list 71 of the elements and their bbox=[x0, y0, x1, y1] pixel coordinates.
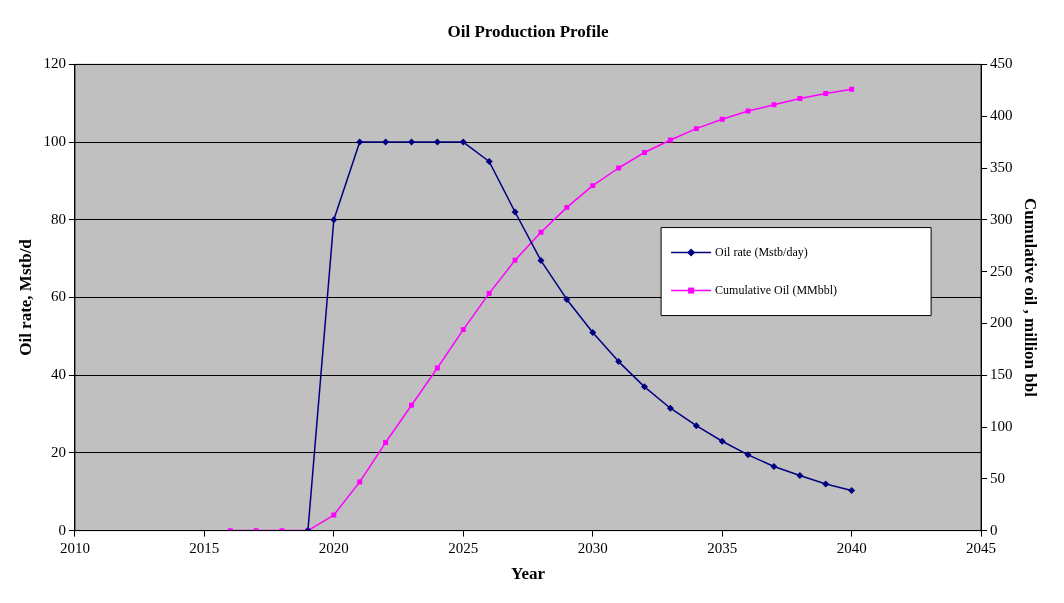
x-tick-label: 2030 bbox=[577, 539, 608, 556]
point bbox=[719, 116, 725, 122]
point bbox=[615, 358, 623, 366]
y2-tick-label: 400 bbox=[990, 107, 1013, 124]
point bbox=[407, 138, 415, 146]
y2-axis-title: Cumulative oil , million bbl bbox=[1021, 198, 1041, 398]
point bbox=[486, 290, 492, 296]
x-tick-label: 2045 bbox=[966, 539, 997, 556]
point bbox=[512, 257, 518, 263]
point bbox=[823, 90, 829, 96]
chart-title: Oil Production Profile bbox=[447, 21, 609, 41]
point bbox=[538, 229, 544, 235]
y-tick-label: 20 bbox=[50, 443, 66, 460]
point bbox=[460, 327, 466, 333]
point bbox=[693, 126, 699, 132]
y2-tick-label: 100 bbox=[990, 417, 1013, 434]
point bbox=[409, 402, 414, 408]
point bbox=[744, 451, 752, 459]
y2-tick-label: 50 bbox=[990, 469, 1006, 486]
point bbox=[667, 137, 673, 143]
y-tick-label: 40 bbox=[50, 366, 66, 383]
y-tick-label: 0 bbox=[58, 521, 66, 538]
point bbox=[433, 138, 441, 146]
legend-label: Oil rate (Mstb/day) bbox=[715, 244, 808, 259]
y2-tick-label: 450 bbox=[990, 55, 1013, 72]
point bbox=[434, 365, 440, 371]
point bbox=[797, 96, 803, 102]
point bbox=[511, 208, 519, 216]
point bbox=[822, 480, 830, 488]
point bbox=[770, 463, 778, 470]
point bbox=[357, 479, 363, 485]
y2-tick-label: 200 bbox=[990, 314, 1013, 331]
point bbox=[356, 138, 364, 146]
point bbox=[564, 204, 570, 210]
y-tick-label: 60 bbox=[50, 288, 66, 305]
y2-tick-label: 300 bbox=[990, 210, 1013, 227]
point bbox=[692, 422, 700, 430]
point bbox=[796, 471, 804, 479]
x-tick-label: 2025 bbox=[448, 539, 479, 556]
x-tick-label: 2040 bbox=[836, 539, 867, 556]
point bbox=[485, 158, 493, 166]
point bbox=[330, 216, 338, 224]
x-axis-title: Year bbox=[511, 564, 546, 584]
point bbox=[771, 102, 777, 108]
legend-label: Cumulative Oil (MMbbl) bbox=[715, 282, 838, 297]
point bbox=[641, 383, 649, 391]
point bbox=[666, 404, 674, 412]
y2-tick-label: 250 bbox=[990, 262, 1013, 279]
point bbox=[590, 183, 596, 189]
y2-tick-label: 0 bbox=[990, 521, 998, 538]
y-axis-title: Oil rate, Mstb/d bbox=[15, 238, 35, 356]
x-tick-label: 2035 bbox=[707, 539, 738, 556]
y-tick-label: 100 bbox=[43, 133, 66, 150]
point bbox=[642, 149, 647, 155]
point bbox=[331, 512, 337, 518]
point bbox=[563, 295, 571, 303]
x-tick-label: 2015 bbox=[189, 539, 220, 556]
x-tick-label: 2020 bbox=[318, 539, 349, 556]
point bbox=[848, 487, 856, 495]
point bbox=[537, 257, 545, 265]
point bbox=[849, 86, 855, 92]
y2-tick-label: 150 bbox=[990, 366, 1013, 383]
y2-tick-label: 350 bbox=[990, 158, 1013, 175]
point bbox=[718, 437, 726, 445]
y-tick-label: 80 bbox=[50, 210, 66, 227]
y-tick-label: 120 bbox=[43, 55, 66, 72]
point bbox=[459, 138, 467, 146]
point bbox=[383, 440, 389, 446]
x-tick-label: 2010 bbox=[59, 539, 90, 556]
point bbox=[589, 328, 597, 336]
point bbox=[382, 138, 390, 146]
